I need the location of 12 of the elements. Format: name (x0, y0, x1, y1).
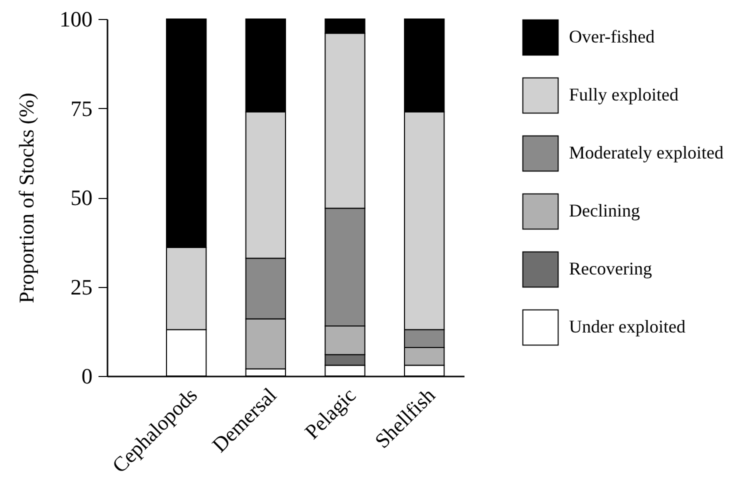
legend-label: Recovering (569, 258, 652, 278)
legend-label: Over-fished (569, 26, 655, 46)
y-tick-label: 0 (82, 364, 92, 388)
legend-label: Declining (569, 200, 640, 220)
legend-label: Moderately exploited (569, 142, 724, 162)
y-tick-label: 50 (70, 185, 92, 210)
y-tick-label: 75 (70, 96, 92, 121)
y-tick-label: 25 (70, 274, 92, 300)
y-tick-label: 100 (60, 6, 92, 32)
legend-label: Fully exploited (569, 84, 678, 104)
legend-label: Under exploited (569, 316, 686, 336)
y-axis-title: Proportion of Stocks (%) (14, 92, 38, 304)
